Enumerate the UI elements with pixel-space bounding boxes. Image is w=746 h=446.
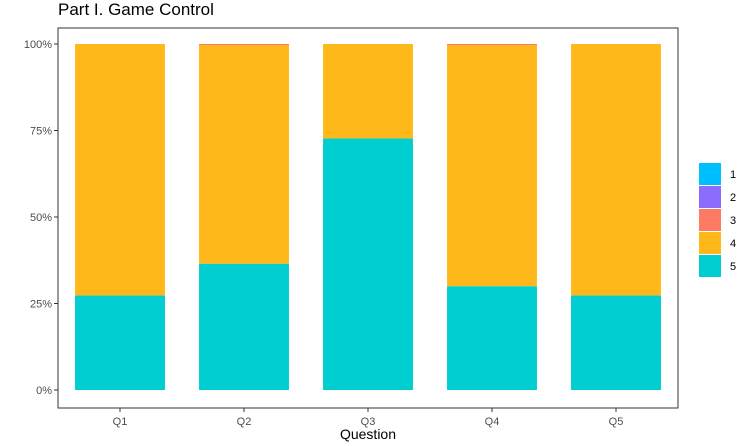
bars-layer <box>75 44 661 390</box>
x-tick-label: Q5 <box>609 416 624 428</box>
chart-title: Part I. Game Control <box>58 0 214 19</box>
bar-q4-level-4 <box>447 45 537 287</box>
x-tick-label: Q2 <box>237 416 252 428</box>
bar-q2-level-4 <box>199 45 289 264</box>
y-tick-label: 100% <box>24 39 52 51</box>
legend-label-4: 4 <box>730 238 736 250</box>
bar-q5-level-5 <box>571 295 661 390</box>
y-tick-label: 50% <box>30 212 52 224</box>
legend-label-5: 5 <box>730 261 736 273</box>
y-axis: 0% 25% 50% 75% 100% <box>24 39 58 397</box>
y-tick-label: 0% <box>36 385 52 397</box>
bar-q5-level-4 <box>571 44 661 296</box>
x-axis-title: Question <box>340 426 396 442</box>
x-tick-label: Q3 <box>361 416 376 428</box>
bar-q3-level-4 <box>323 44 413 139</box>
bar-q4-level-3 <box>447 44 537 46</box>
legend-label-3: 3 <box>730 215 736 227</box>
x-tick-label: Q4 <box>485 416 500 428</box>
x-axis: Q1 Q2 Q3 Q4 Q5 <box>113 408 624 428</box>
legend-label-2: 2 <box>730 192 736 204</box>
bar-q1-level-5 <box>75 295 165 390</box>
y-tick-label: 75% <box>30 126 52 138</box>
legend-key-2 <box>699 186 721 208</box>
bar-q4-level-5 <box>447 286 537 390</box>
bar-q2-level-3 <box>199 44 289 46</box>
bar-q1-level-4 <box>75 44 165 296</box>
bar-q3-level-5 <box>323 138 413 390</box>
x-tick-label: Q1 <box>113 416 128 428</box>
legend-key-5 <box>699 255 721 277</box>
bar-q2-level-5 <box>199 263 289 390</box>
legend: 1 2 3 4 5 <box>699 163 736 277</box>
legend-key-1 <box>699 163 721 185</box>
legend-key-3 <box>699 209 721 231</box>
y-tick-label: 25% <box>30 299 52 311</box>
legend-label-1: 1 <box>730 169 736 181</box>
legend-key-4 <box>699 232 721 254</box>
